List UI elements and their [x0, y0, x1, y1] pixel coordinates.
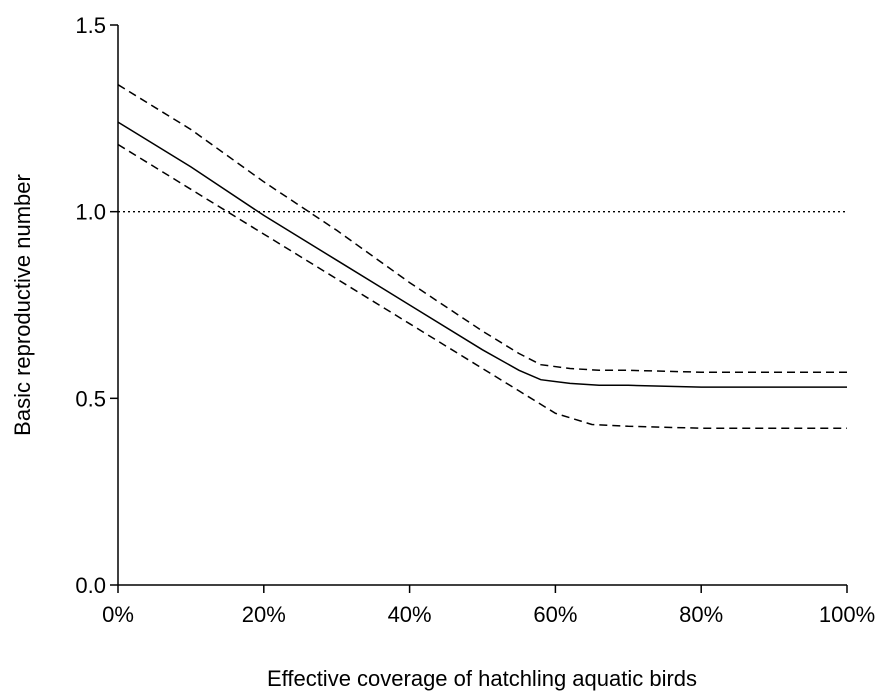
x-tick-label: 40%	[388, 602, 432, 627]
x-tick-label: 100%	[819, 602, 875, 627]
y-tick-label: 1.0	[75, 200, 106, 225]
estimate-line	[117, 121, 847, 388]
y-axis-title: Basic reproductive number	[10, 174, 35, 436]
x-tick-label: 80%	[679, 602, 723, 627]
x-tick-label: 20%	[242, 602, 286, 627]
y-tick-label: 1.5	[75, 13, 106, 38]
y-tick-label: 0.5	[75, 386, 106, 411]
lower-bound-line	[117, 143, 847, 429]
y-tick-label: 0.0	[75, 573, 106, 598]
x-axis-title: Effective coverage of hatchling aquatic …	[267, 666, 697, 691]
plot-area: 0.0 0.5 1.0 1.5 0% 20% 40% 60% 80% 100%	[75, 13, 875, 627]
x-tick-label: 0%	[102, 602, 134, 627]
x-tick-label: 60%	[533, 602, 577, 627]
upper-bound-line	[117, 84, 847, 373]
